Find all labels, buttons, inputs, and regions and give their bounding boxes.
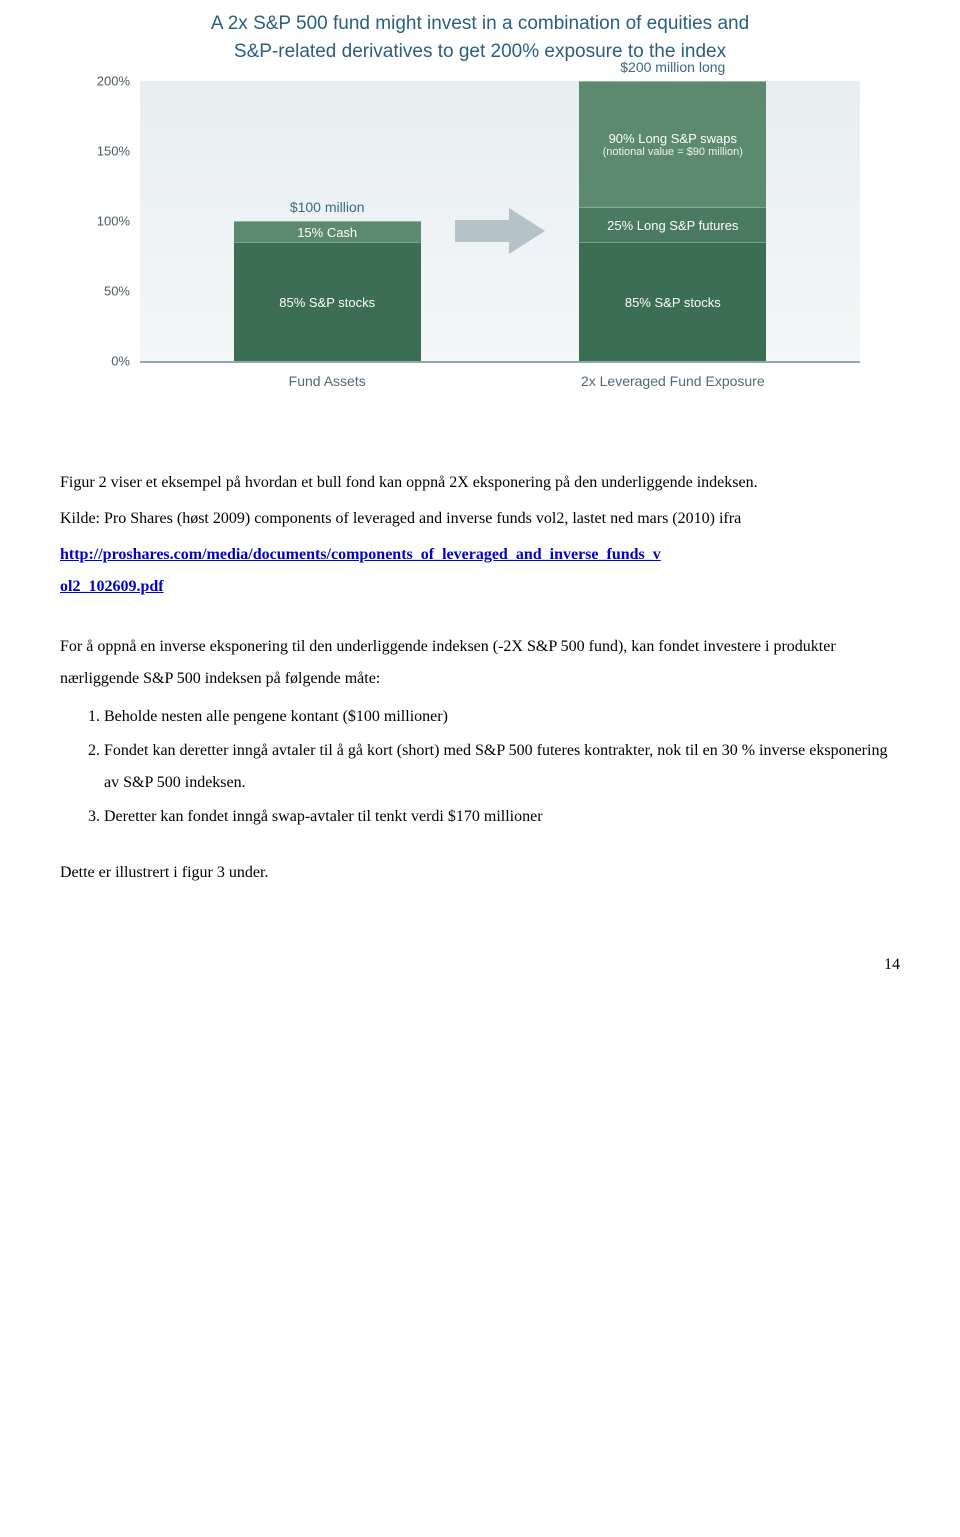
bar-top-label: $200 million long (620, 59, 725, 75)
y-tick-label: 200% (97, 74, 130, 89)
segment-label: 85% S&P stocks (279, 295, 375, 310)
document-body: Figur 2 viser et eksempel på hvordan et … (60, 467, 900, 981)
arrow-icon (455, 206, 545, 256)
steps-list: Beholde nesten alle pengene kontant ($10… (60, 701, 900, 833)
segment-label: 90% Long S&P swaps (609, 131, 737, 146)
para2-line1: Kilde: Pro Shares (høst 2009) components… (60, 510, 633, 527)
bar-segment: 15% Cash (234, 221, 421, 242)
bar-segment: 85% S&P stocks (234, 242, 421, 361)
leverage-chart: A 2x S&P 500 fund might invest in a comb… (90, 0, 870, 397)
para1-line1: Figur 2 viser et eksempel på hvordan et … (60, 474, 597, 491)
para4: Dette er illustrert i figur 3 under. (60, 857, 900, 889)
list-item: Deretter kan fondet inngå swap-avtaler t… (104, 801, 900, 833)
bar-top-label: $100 million (290, 199, 365, 215)
chart-bar: 15% Cash 85% S&P stocks (234, 221, 421, 361)
bar-segment: 90% Long S&P swaps(notional value = $90 … (579, 81, 766, 207)
y-tick-label: 0% (111, 354, 130, 369)
chart-title: A 2x S&P 500 fund might invest in a comb… (90, 0, 870, 81)
para2-line2: mars (2010) ifra (637, 510, 741, 527)
para3-line1: For å oppnå en inverse eksponering til d… (60, 638, 654, 655)
source-link[interactable]: http://proshares.com/media/documents/com… (60, 546, 661, 595)
chart-plot-area: 0%50%100%150%200% $100 million15% Cash85… (140, 81, 860, 363)
y-axis-labels: 0%50%100%150%200% (86, 81, 136, 361)
link-part2: ol2_102609.pdf (60, 578, 164, 595)
para1-line2: underliggende indeksen. (601, 474, 757, 491)
bar-segment: 85% S&P stocks (579, 242, 766, 361)
y-tick-label: 50% (104, 284, 130, 299)
link-part1: http://proshares.com/media/documents/com… (60, 546, 661, 563)
x-axis-label: Fund Assets (289, 373, 366, 389)
segment-label: 15% Cash (297, 225, 357, 240)
list-item: Fondet kan deretter inngå avtaler til å … (104, 735, 900, 799)
segment-sublabel: (notional value = $90 million) (603, 146, 743, 158)
x-axis-label: 2x Leveraged Fund Exposure (581, 373, 765, 389)
x-axis-labels: Fund Assets 2x Leveraged Fund Exposure (140, 373, 860, 397)
list-item: Beholde nesten alle pengene kontant ($10… (104, 701, 900, 733)
segment-label: 85% S&P stocks (625, 295, 721, 310)
y-tick-label: 150% (97, 144, 130, 159)
bar-segment: 25% Long S&P futures (579, 207, 766, 242)
y-tick-label: 100% (97, 214, 130, 229)
chart-bar: 90% Long S&P swaps(notional value = $90 … (579, 81, 766, 361)
segment-label: 25% Long S&P futures (607, 218, 738, 233)
page-number: 14 (60, 949, 900, 981)
chart-title-line1: A 2x S&P 500 fund might invest in a comb… (211, 13, 749, 34)
